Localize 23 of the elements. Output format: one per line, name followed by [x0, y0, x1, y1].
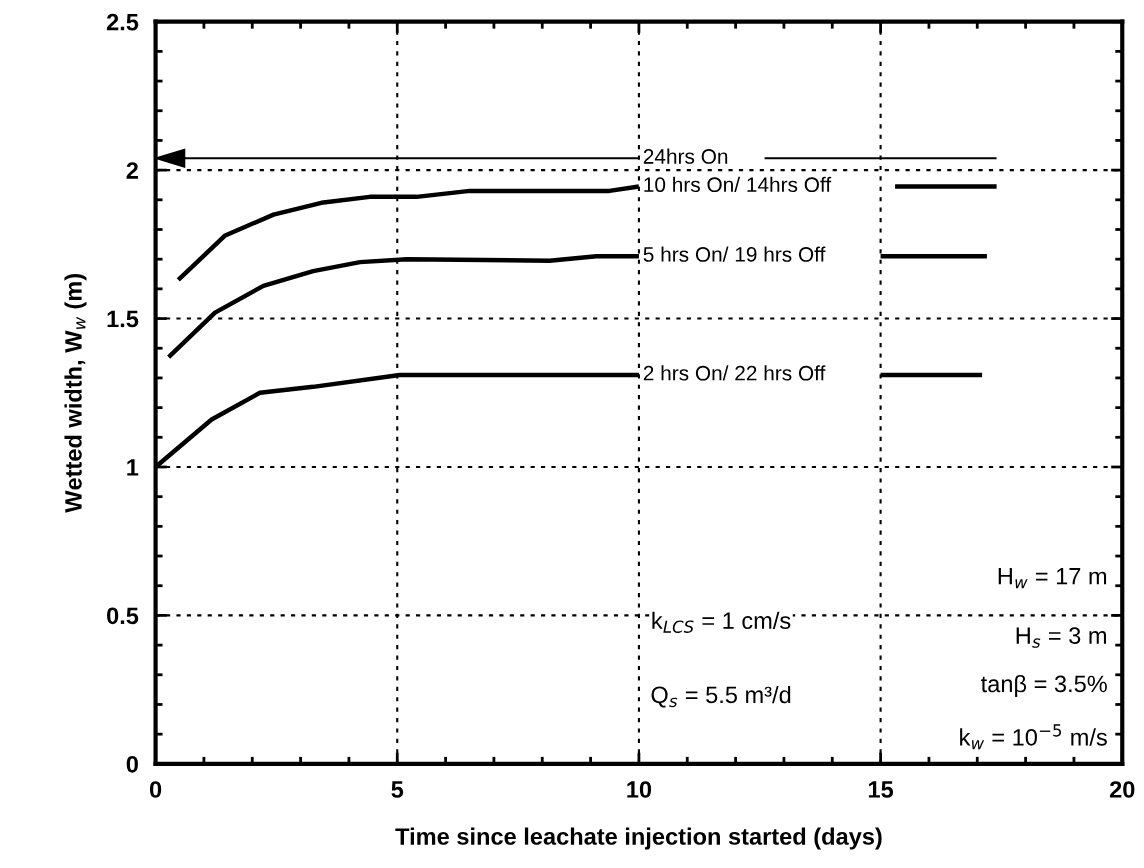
series-label: 2 hrs On/ 22 hrs Off [643, 365, 826, 381]
x-tick-label: 5 [391, 781, 404, 798]
x-tick-label: 15 [868, 781, 894, 798]
annotation: H$_{w}$ = 17 m [998, 568, 1107, 589]
y-tick-label: 1 [127, 459, 139, 476]
series-label: 5 hrs On/ 19 hrs Off [643, 246, 826, 262]
series-label: 10 hrs On/ 14hrs Off [644, 176, 832, 193]
y-axis-title: Wetted width, W$_{w}$ (m) [64, 274, 87, 513]
annotation: H$_{s}$ = 3 m [1016, 627, 1106, 648]
annotation: k$_{LCS}$ = 1 cm/s [652, 611, 791, 633]
x-tick-label: 0 [149, 781, 162, 798]
y-tick-label: 0 [126, 755, 138, 773]
y-tick-label: 0.5 [107, 607, 139, 625]
y-tick-label: 2.5 [106, 13, 139, 31]
y-tick-label: 1.5 [107, 310, 139, 328]
x-axis-title: Time since leachate injection started (days) [395, 827, 882, 850]
series-label: 24hrs On [643, 148, 728, 164]
annotation: tanβ = 3.5% [981, 674, 1107, 697]
annotation: Q$_{s}$ = 5.5 m³/d [651, 685, 791, 708]
x-tick-label: 10 [627, 781, 652, 798]
y-tick-label: 2 [126, 162, 138, 179]
annotation: k$_{w}$ = 10$^{−5}$ m/s [960, 724, 1107, 750]
x-tick-label: 20 [1109, 781, 1135, 798]
